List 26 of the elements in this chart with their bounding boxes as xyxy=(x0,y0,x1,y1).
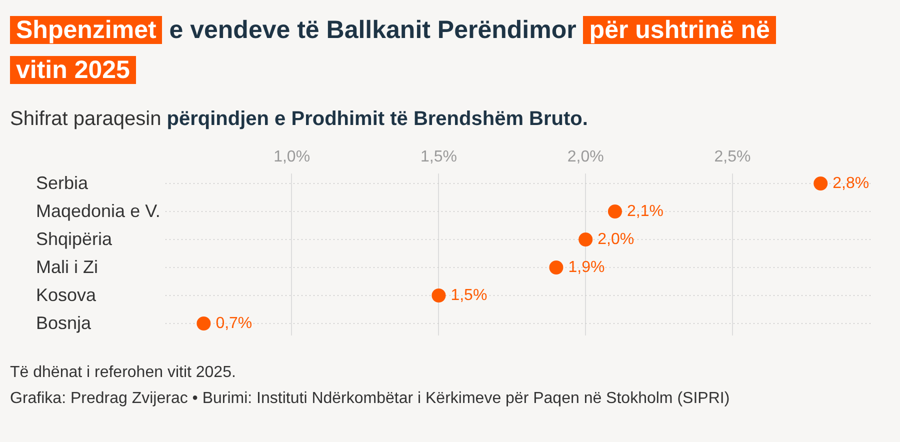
point xyxy=(549,260,564,274)
x-tick-label: 1,0% xyxy=(274,148,310,166)
text: Të dhënat i referohen vitit 2025. xyxy=(10,363,237,383)
data-label: 1,9% xyxy=(568,259,605,276)
y-tick-label: Kosova xyxy=(36,284,96,307)
point xyxy=(814,176,828,190)
chart-title: Shpenzimet e vendeve të Ballkanit Perëndimor për ushtrinë në vitin 2025 xyxy=(16,16,770,84)
data-label: 2,8% xyxy=(832,175,870,192)
point xyxy=(432,288,446,302)
x-tick-label: 2,0% xyxy=(567,148,604,166)
chart-subtitle: Shifrat paraqesin përqindjen e Prodhimit të Brendshëm Bruto. xyxy=(10,107,588,132)
data-label: 2,1% xyxy=(626,203,664,220)
point xyxy=(196,316,211,330)
x-tick-label: 1,5% xyxy=(420,148,457,166)
y-tick-label: Bosnja xyxy=(36,312,92,335)
y-tick-label: Maqedonia e V. xyxy=(36,200,160,223)
data-label: 0,7% xyxy=(216,315,252,332)
point xyxy=(578,232,593,246)
data-label: 2,0% xyxy=(598,231,634,248)
data-label: 1,5% xyxy=(450,287,488,304)
y-tick-label: Shqipëria xyxy=(36,228,112,251)
y-tick-label: Serbia xyxy=(36,172,88,195)
x-tick-label: 2,5% xyxy=(714,148,751,166)
point xyxy=(608,204,622,218)
text: Grafika: Predrag Zvijerac • Burimi: Instituti Ndërkombëtar i Kërkimeve për Paqen në Stokholm (SIPRI) xyxy=(10,389,730,409)
y-tick-label: Mali i Zi xyxy=(36,256,98,279)
